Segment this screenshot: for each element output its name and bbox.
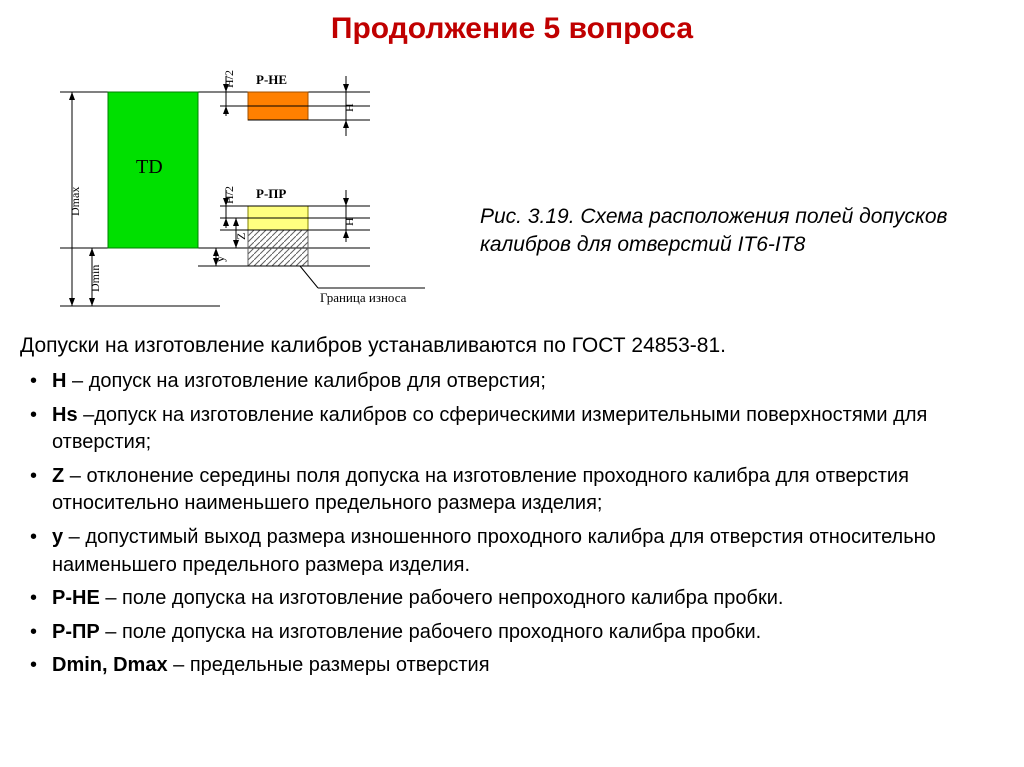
term-text: – предельные размеры отверстия [168,654,490,676]
definition-list: H – допуск на изготовление калибров для … [20,368,1004,680]
list-item: Р-НЕ – поле допуска на изготовление рабо… [28,585,1004,613]
term-text: – поле допуска на изготовление рабочего … [100,587,784,609]
z-label: Z [234,233,249,240]
tolerance-diagram: TD Р-НЕ Р-ПР Dmax Dmin H/2 H H/2 Z y H Г… [20,56,440,316]
figure-caption: Рис. 3.19. Схема расположения полей допу… [480,203,1004,260]
list-item: Dmin, Dmax – предельные размеры отверсти… [28,652,1004,680]
h2-top-label: H/2 [222,70,237,88]
h-bot-label: H [342,217,357,226]
term-text: – допуск на изготовление калибров для от… [66,370,545,392]
term-text: – отклонение середины поля допуска на из… [52,465,909,515]
list-item: H – допуск на изготовление калибров для … [28,368,1004,396]
y-label: y [213,256,228,262]
term: H [52,370,66,392]
list-item: Р-ПР – поле допуска на изготовление рабо… [28,619,1004,647]
term-text: – допустимый выход размера изношенного п… [52,526,936,576]
dmax-label: Dmax [68,187,83,216]
top-section: TD Р-НЕ Р-ПР Dmax Dmin H/2 H H/2 Z y H Г… [20,56,1004,316]
granica-label: Граница износа [320,290,406,306]
dmin-label: Dmin [88,265,103,292]
h2-bot-label: H/2 [222,186,237,204]
page-title: Продолжение 5 вопроса [20,12,1004,46]
intro-text: Допуски на изготовление калибров устанав… [20,334,1004,358]
list-item: y – допустимый выход размера изношенного… [28,524,1004,579]
list-item: Hs –допуск на изготовление калибров со с… [28,402,1004,457]
term-text: –допуск на изготовление калибров со сфер… [52,404,927,454]
rne-label: Р-НЕ [256,72,287,88]
term: y [52,526,63,548]
td-label: TD [136,156,163,179]
term: Z [52,465,64,487]
term-text: – поле допуска на изготовление рабочего … [100,621,761,643]
term: Dmin, Dmax [52,654,168,676]
term: Р-НЕ [52,587,100,609]
list-item: Z – отклонение середины поля допуска на … [28,463,1004,518]
term: Р-ПР [52,621,100,643]
term: Hs [52,404,78,426]
h-top-label: H [342,103,357,112]
rpr-label: Р-ПР [256,186,286,202]
